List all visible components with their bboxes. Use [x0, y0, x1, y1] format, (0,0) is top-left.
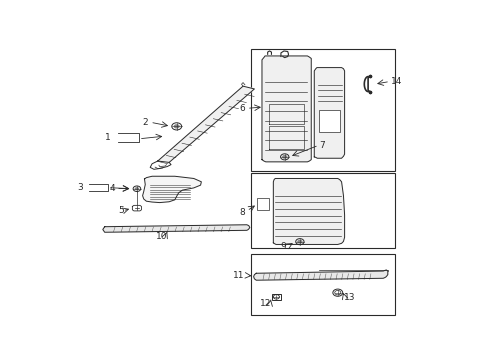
- Polygon shape: [273, 179, 344, 244]
- Text: 1: 1: [105, 133, 111, 142]
- Bar: [257, 198, 268, 210]
- Text: 5: 5: [118, 206, 123, 215]
- Circle shape: [173, 124, 180, 129]
- Text: 11: 11: [233, 271, 244, 280]
- Text: 7: 7: [318, 141, 324, 150]
- Text: 3: 3: [77, 183, 83, 192]
- Bar: [250, 254, 394, 315]
- Polygon shape: [262, 56, 311, 162]
- Text: 9: 9: [280, 242, 286, 251]
- Bar: [271, 293, 280, 300]
- Polygon shape: [142, 176, 201, 203]
- Text: 14: 14: [390, 77, 402, 86]
- Circle shape: [134, 187, 139, 190]
- Bar: [318, 110, 339, 132]
- Text: 4: 4: [109, 184, 115, 193]
- Bar: [250, 49, 394, 171]
- Polygon shape: [314, 68, 344, 158]
- Bar: [250, 174, 394, 248]
- Circle shape: [297, 240, 302, 244]
- Text: 2: 2: [142, 118, 148, 127]
- Polygon shape: [158, 86, 254, 162]
- Text: 13: 13: [343, 293, 354, 302]
- Text: 8: 8: [239, 208, 244, 217]
- Circle shape: [282, 155, 287, 159]
- Text: 6: 6: [239, 104, 244, 113]
- Polygon shape: [253, 270, 387, 280]
- Text: 12: 12: [260, 299, 271, 308]
- Polygon shape: [102, 225, 249, 232]
- Text: 10: 10: [156, 232, 167, 241]
